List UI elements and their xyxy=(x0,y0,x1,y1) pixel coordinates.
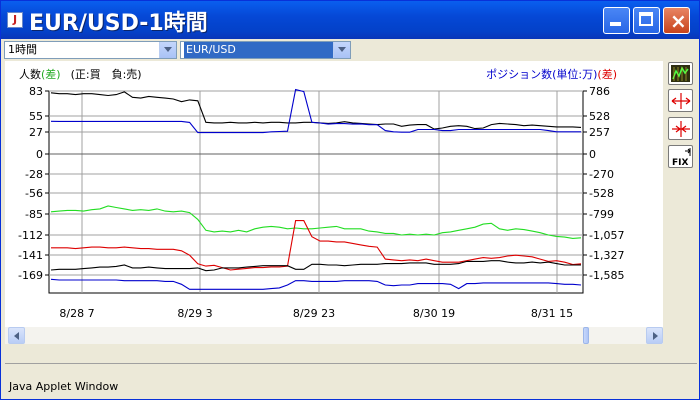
series-line-blue-5 xyxy=(50,278,582,290)
right-tick-label: -799 xyxy=(589,208,614,221)
left-tick-label: -112 xyxy=(18,229,43,242)
right-axis-label: ポジション数(単位:万)(差) xyxy=(486,67,617,81)
left-tick-label: -56 xyxy=(25,187,43,200)
window-title: EUR/USD-1時間 xyxy=(29,11,208,36)
x-tick-label: 8/31 15 xyxy=(531,307,573,320)
compress-horizontal-icon xyxy=(672,121,690,137)
left-tick-label: -141 xyxy=(18,249,43,262)
right-tick-label: 257 xyxy=(589,126,610,139)
expand-horizontal-button[interactable] xyxy=(668,89,693,112)
fix-button[interactable]: FIX xyxy=(668,145,693,168)
right-tick-label: -528 xyxy=(589,187,614,200)
x-tick-label: 8/30 19 xyxy=(413,307,455,320)
timeframe-select[interactable]: 1時間 xyxy=(4,41,177,59)
left-tick-label: 0 xyxy=(36,148,43,161)
left-tick-label: 55 xyxy=(29,110,43,123)
fix-icon: FIX xyxy=(672,148,691,168)
left-tick-label: -28 xyxy=(25,168,43,181)
java-icon[interactable]: J xyxy=(7,12,23,28)
scroll-left-button[interactable] xyxy=(8,327,25,344)
x-tick-label: 8/29 3 xyxy=(177,307,212,320)
right-tick-label: -1,327 xyxy=(589,249,624,262)
timeframe-value: 1時間 xyxy=(8,43,37,56)
compress-horizontal-button[interactable] xyxy=(668,117,693,140)
left-tick-label: 83 xyxy=(29,85,43,98)
candle-chart-button[interactable] xyxy=(668,62,693,85)
maximize-icon xyxy=(639,12,653,26)
chart-panel: 人数(差) (正:買 負:売) ポジション数(単位:万)(差) 8/28 7 8/2… xyxy=(5,61,663,326)
scroll-right-button[interactable] xyxy=(646,327,663,344)
horizontal-scrollbar[interactable] xyxy=(5,326,663,344)
minimize-button[interactable] xyxy=(603,7,630,34)
left-axis-label: 人数(差) (正:買 負:売) xyxy=(19,67,142,81)
fix-label: FIX xyxy=(672,158,688,168)
left-tick-label: 27 xyxy=(29,126,43,139)
right-tick-label: 528 xyxy=(589,110,610,123)
right-tick-label: -1,585 xyxy=(589,269,624,282)
currency-pair-value: EUR/USD xyxy=(184,42,334,58)
candle-chart-icon xyxy=(671,65,690,82)
x-tick-label: 8/28 7 xyxy=(59,307,94,320)
scroll-thumb[interactable] xyxy=(583,327,589,344)
status-bar: Java Applet Window xyxy=(5,363,697,397)
chevron-down-icon[interactable] xyxy=(333,42,350,58)
close-button[interactable]: × xyxy=(663,7,690,34)
right-tick-label: -1,057 xyxy=(589,229,624,242)
right-tick-label: 786 xyxy=(589,85,610,98)
position-chart: 人数(差) (正:買 負:売) ポジション数(単位:万)(差) 8/28 7 8/2… xyxy=(18,67,624,320)
chevron-down-icon[interactable] xyxy=(159,42,176,58)
expand-horizontal-icon xyxy=(671,93,691,109)
status-text: Java Applet Window xyxy=(9,380,119,393)
series-line-black-4 xyxy=(50,260,581,272)
series-line-green-2 xyxy=(50,205,582,239)
x-tick-label: 8/29 23 xyxy=(293,307,335,320)
title-bar: J EUR/USD-1時間 × xyxy=(1,1,699,39)
right-tick-label: 0 xyxy=(589,148,596,161)
empty-area xyxy=(5,345,695,363)
series-line-blue-1 xyxy=(50,88,581,134)
series-line-red-3 xyxy=(51,220,582,271)
close-icon: × xyxy=(670,9,687,33)
left-tick-label: -169 xyxy=(18,269,43,282)
right-tick-label: -270 xyxy=(589,168,614,181)
maximize-button[interactable] xyxy=(633,7,660,34)
currency-pair-select[interactable]: EUR/USD xyxy=(180,41,351,59)
minimize-icon xyxy=(610,22,621,26)
left-tick-label: -85 xyxy=(25,208,43,221)
